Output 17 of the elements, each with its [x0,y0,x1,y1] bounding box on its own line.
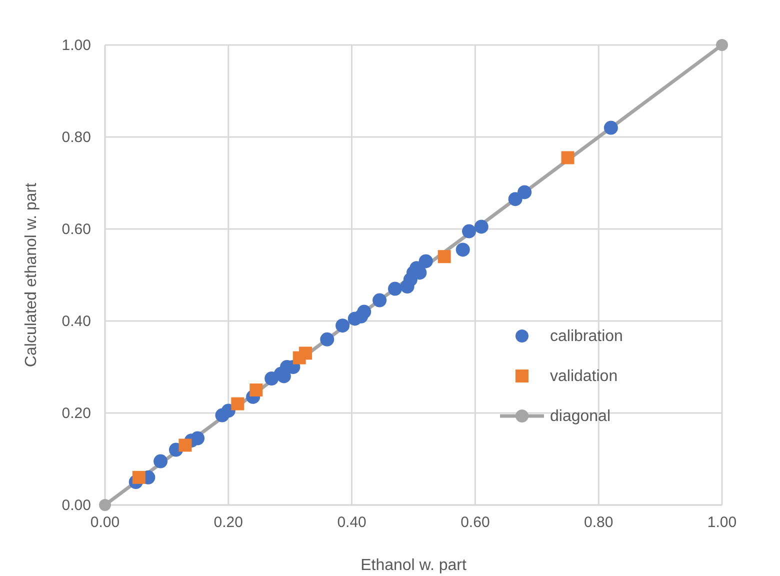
y-tick-label: 0.20 [62,405,91,422]
x-tick-label: 0.20 [214,514,243,531]
y-tick-label: 0.40 [62,313,91,330]
y-tick-label: 0.80 [62,129,91,146]
legend-label: calibration [550,328,623,345]
x-tick-label: 0.40 [337,514,366,531]
legend-label: diagonal [550,408,610,425]
x-tick-label: 0.00 [90,514,120,531]
x-tick-label: 0.60 [460,514,490,531]
x-tick-label: 0.80 [584,514,614,531]
y-tick-label: 1.00 [62,37,91,54]
y-axis-title: Calculated ethanol w. part [23,182,40,368]
y-tick-label: 0.00 [62,497,91,514]
legend-label: validation [550,368,618,385]
x-axis-title: Ethanol w. part [360,557,467,574]
x-tick-label: 1.00 [707,514,737,531]
y-tick-label: 0.60 [62,221,91,238]
